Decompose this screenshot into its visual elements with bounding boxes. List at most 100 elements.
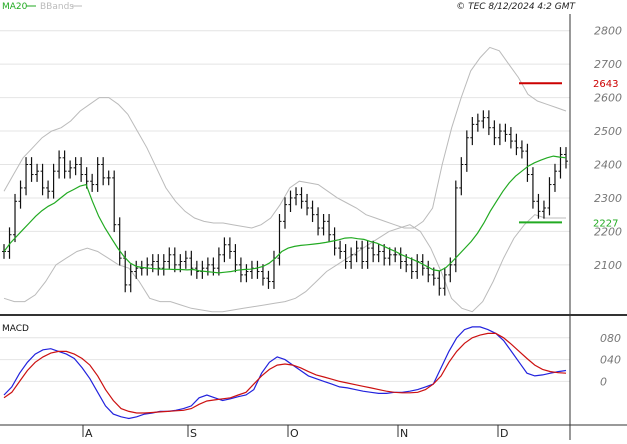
price-bar: [426, 260, 431, 283]
price-bar: [376, 244, 381, 263]
price-bar: [101, 157, 106, 186]
level-label-support: 2227: [593, 218, 618, 229]
price-bar: [156, 254, 161, 276]
price-tick-label: 2600: [594, 92, 622, 105]
price-bar: [161, 254, 166, 276]
price-bar: [40, 163, 45, 196]
price-tick-label: 2500: [594, 125, 622, 138]
price-bar: [558, 147, 563, 179]
price-bar: [244, 264, 249, 283]
price-bar: [79, 157, 84, 182]
moving-average: [3, 155, 567, 274]
grid: [0, 30, 570, 382]
price-bar: [68, 160, 73, 179]
price-bar: [503, 123, 508, 142]
price-bar: [283, 197, 287, 229]
price-bar: [365, 240, 370, 269]
macd-tick-label: 040: [600, 354, 621, 367]
price-tick-label: 2800: [594, 25, 622, 38]
price-bar: [409, 257, 414, 279]
price-bar: [552, 163, 557, 192]
price-bar: [486, 110, 491, 136]
price-bar: [150, 254, 155, 273]
price-bar: [398, 247, 403, 269]
x-tick-label: S: [190, 427, 197, 440]
price-bar: [288, 190, 293, 212]
price-bar: [547, 177, 552, 216]
price-bar: [459, 157, 464, 196]
price-bar: [205, 257, 210, 276]
price-bar: [371, 240, 376, 263]
x-tick-label: O: [290, 427, 299, 440]
macd-series-signal: [3, 332, 567, 414]
price-bar: [387, 247, 392, 266]
macd-title: MACD: [2, 324, 29, 334]
price-bar: [57, 150, 62, 179]
price-tick-label: 2300: [594, 192, 622, 205]
bollinger-bands: [3, 46, 567, 313]
price-bar: [464, 130, 469, 172]
price-bar: [106, 170, 111, 186]
legend-ma-label: MA20: [2, 2, 28, 12]
price-bar: [481, 110, 486, 129]
price-bar: [299, 187, 304, 209]
axes: 2100 2200 2300 2400 2500 2600 2700 2800 0 040 080 A…: [0, 14, 627, 440]
price-bar: [271, 250, 276, 289]
price-bar: [354, 240, 359, 263]
price-tick-label: 2200: [594, 225, 622, 238]
price-bar: [321, 213, 326, 236]
price-bar: [541, 200, 546, 219]
price-bar: [222, 237, 227, 263]
legend-bb-label: BBands: [40, 2, 74, 12]
price-bar: [172, 247, 177, 273]
price-tick-label: 2100: [594, 259, 622, 272]
price-bar: [316, 207, 321, 236]
price-bar: [73, 157, 78, 176]
price-bar: [415, 254, 420, 279]
price-bar: [128, 264, 133, 293]
price-bar: [294, 187, 299, 206]
price-bar: [448, 257, 453, 283]
price-bar: [492, 120, 497, 146]
price-bar: [536, 193, 541, 219]
price-bar: [453, 180, 458, 273]
price-bar: [382, 244, 387, 266]
bb-lower-line: [3, 214, 566, 313]
price-bar: [470, 117, 475, 146]
price-bar: [95, 157, 100, 192]
price-bar: [343, 244, 348, 269]
price-bar: [497, 123, 502, 146]
price-bar: [327, 213, 332, 243]
price-bar: [46, 180, 51, 199]
price-bar: [442, 267, 447, 296]
price-bar: [134, 260, 139, 279]
price-bar: [255, 260, 260, 279]
price-bar: [332, 227, 337, 256]
price-levels: 2643 2227: [519, 79, 618, 229]
price-tick-label: 2700: [594, 58, 622, 71]
price-bar: [145, 257, 150, 276]
price-bar: [117, 217, 122, 266]
price-bar: [233, 244, 238, 273]
ma20-line: [3, 155, 567, 274]
price-bar: [530, 167, 535, 209]
price-bar: [475, 113, 480, 132]
price-bar: [13, 193, 18, 243]
price-bar: [338, 240, 343, 259]
price-bar: [200, 260, 205, 279]
price-bar: [139, 260, 144, 276]
price-bar: [7, 227, 12, 259]
x-tick-label: N: [400, 427, 408, 440]
price-bar: [189, 250, 194, 276]
price-bar: [349, 247, 354, 269]
price-bar: [564, 147, 568, 169]
price-bar: [260, 264, 265, 286]
price-bar: [393, 247, 398, 263]
price-bar: [35, 163, 40, 182]
x-tick-label: D: [500, 427, 508, 440]
price-bar: [227, 237, 232, 259]
price-bar: [216, 247, 221, 276]
price-bar: [310, 200, 315, 223]
macd-series-macd: [3, 326, 567, 420]
